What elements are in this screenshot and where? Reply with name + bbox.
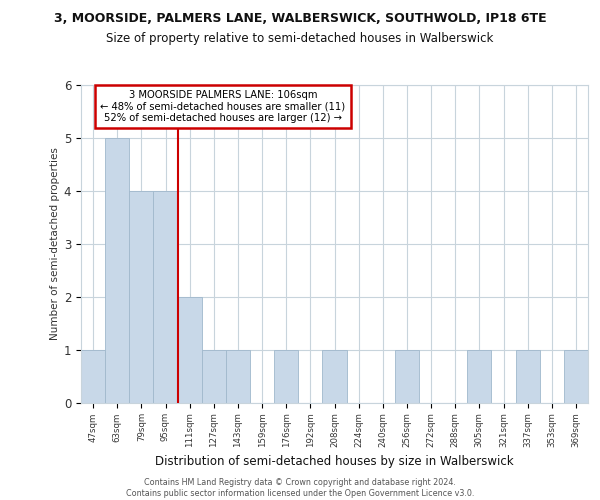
Bar	[395, 350, 419, 403]
Bar	[226, 350, 250, 403]
Bar	[81, 350, 105, 403]
Text: Size of property relative to semi-detached houses in Walberswick: Size of property relative to semi-detach…	[106, 32, 494, 45]
Bar	[129, 191, 154, 402]
Text: 3, MOORSIDE, PALMERS LANE, WALBERSWICK, SOUTHWOLD, IP18 6TE: 3, MOORSIDE, PALMERS LANE, WALBERSWICK, …	[53, 12, 547, 25]
Text: 3 MOORSIDE PALMERS LANE: 106sqm
← 48% of semi-detached houses are smaller (11)
5: 3 MOORSIDE PALMERS LANE: 106sqm ← 48% of…	[100, 90, 346, 123]
Y-axis label: Number of semi-detached properties: Number of semi-detached properties	[50, 148, 59, 340]
Text: Contains HM Land Registry data © Crown copyright and database right 2024.
Contai: Contains HM Land Registry data © Crown c…	[126, 478, 474, 498]
Bar	[154, 191, 178, 402]
Bar	[274, 350, 298, 403]
Bar	[515, 350, 540, 403]
Bar	[467, 350, 491, 403]
Bar	[178, 296, 202, 403]
Bar	[202, 350, 226, 403]
Bar	[105, 138, 129, 402]
Bar	[322, 350, 347, 403]
X-axis label: Distribution of semi-detached houses by size in Walberswick: Distribution of semi-detached houses by …	[155, 456, 514, 468]
Bar	[564, 350, 588, 403]
